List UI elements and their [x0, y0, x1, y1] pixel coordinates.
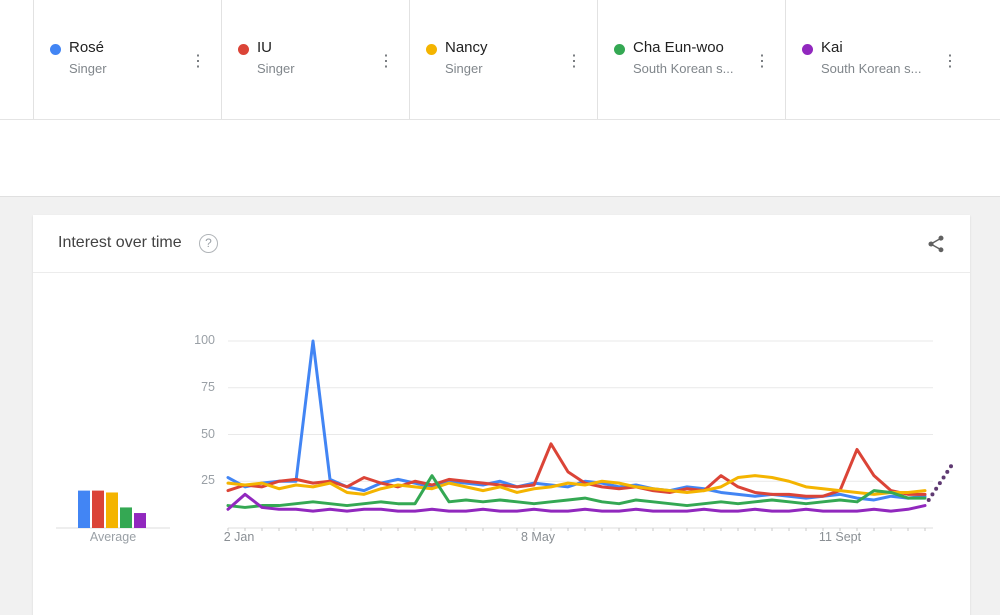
interest-over-time-chart[interactable]	[33, 215, 970, 615]
comparison-card-kai: Kai South Korean s... ⋮	[785, 0, 974, 119]
x-axis-tick: 8 May	[520, 530, 556, 544]
comparison-card-iu: IU Singer ⋮	[221, 0, 410, 119]
x-axis-tick: 2 Jan	[223, 530, 255, 544]
average-chart-label: Average	[89, 530, 137, 544]
panel-header: Interest over time ?	[33, 215, 970, 273]
comparison-term-name: Kai	[821, 39, 843, 56]
y-axis-tick: 25	[201, 473, 215, 487]
series-color-dot	[238, 44, 249, 55]
series-color-dot	[614, 44, 625, 55]
interest-over-time-panel: Interest over time ? 100 75 50 25 2 Jan …	[33, 215, 970, 615]
card-overflow-menu-icon[interactable]: ⋮	[372, 48, 400, 76]
panel-title: Interest over time	[58, 234, 182, 251]
series-color-dot	[426, 44, 437, 55]
y-axis-tick: 75	[201, 380, 215, 394]
comparison-term-subtitle: Singer	[257, 61, 295, 76]
comparison-card-cha-eun-woo: Cha Eun-woo South Korean s... ⋮	[597, 0, 786, 119]
comparison-term-name: IU	[257, 39, 272, 56]
series-color-dot	[802, 44, 813, 55]
card-overflow-menu-icon[interactable]: ⋮	[560, 48, 588, 76]
comparison-term-subtitle: Singer	[445, 61, 483, 76]
y-axis-tick: 100	[194, 333, 215, 347]
card-overflow-menu-icon[interactable]: ⋮	[936, 48, 964, 76]
card-overflow-menu-icon[interactable]: ⋮	[748, 48, 776, 76]
comparison-term-name: Rosé	[69, 39, 105, 56]
comparison-term-subtitle: South Korean s...	[633, 61, 734, 76]
x-axis-tick: 11 Sept	[818, 530, 862, 544]
comparison-term-name: Cha Eun-woo	[633, 39, 724, 56]
series-color-dot	[50, 44, 61, 55]
comparison-card-nancy: Nancy Singer ⋮	[409, 0, 598, 119]
share-icon[interactable]	[924, 233, 948, 257]
comparison-term-subtitle: South Korean s...	[821, 61, 922, 76]
comparison-term-subtitle: Singer	[69, 61, 107, 76]
comparison-term-name: Nancy	[445, 39, 488, 56]
comparison-card-rose: Rosé Singer ⋮	[33, 0, 222, 119]
filters-bar: India ▾ 2022 ▾ All categories ▾ Web Sear…	[0, 120, 1000, 284]
y-axis-tick: 50	[201, 427, 215, 441]
help-icon[interactable]: ?	[199, 234, 218, 253]
card-overflow-menu-icon[interactable]: ⋮	[184, 48, 212, 76]
comparison-cards-row: Rosé Singer ⋮ IU Singer ⋮ Nancy Singer ⋮…	[0, 0, 1000, 120]
